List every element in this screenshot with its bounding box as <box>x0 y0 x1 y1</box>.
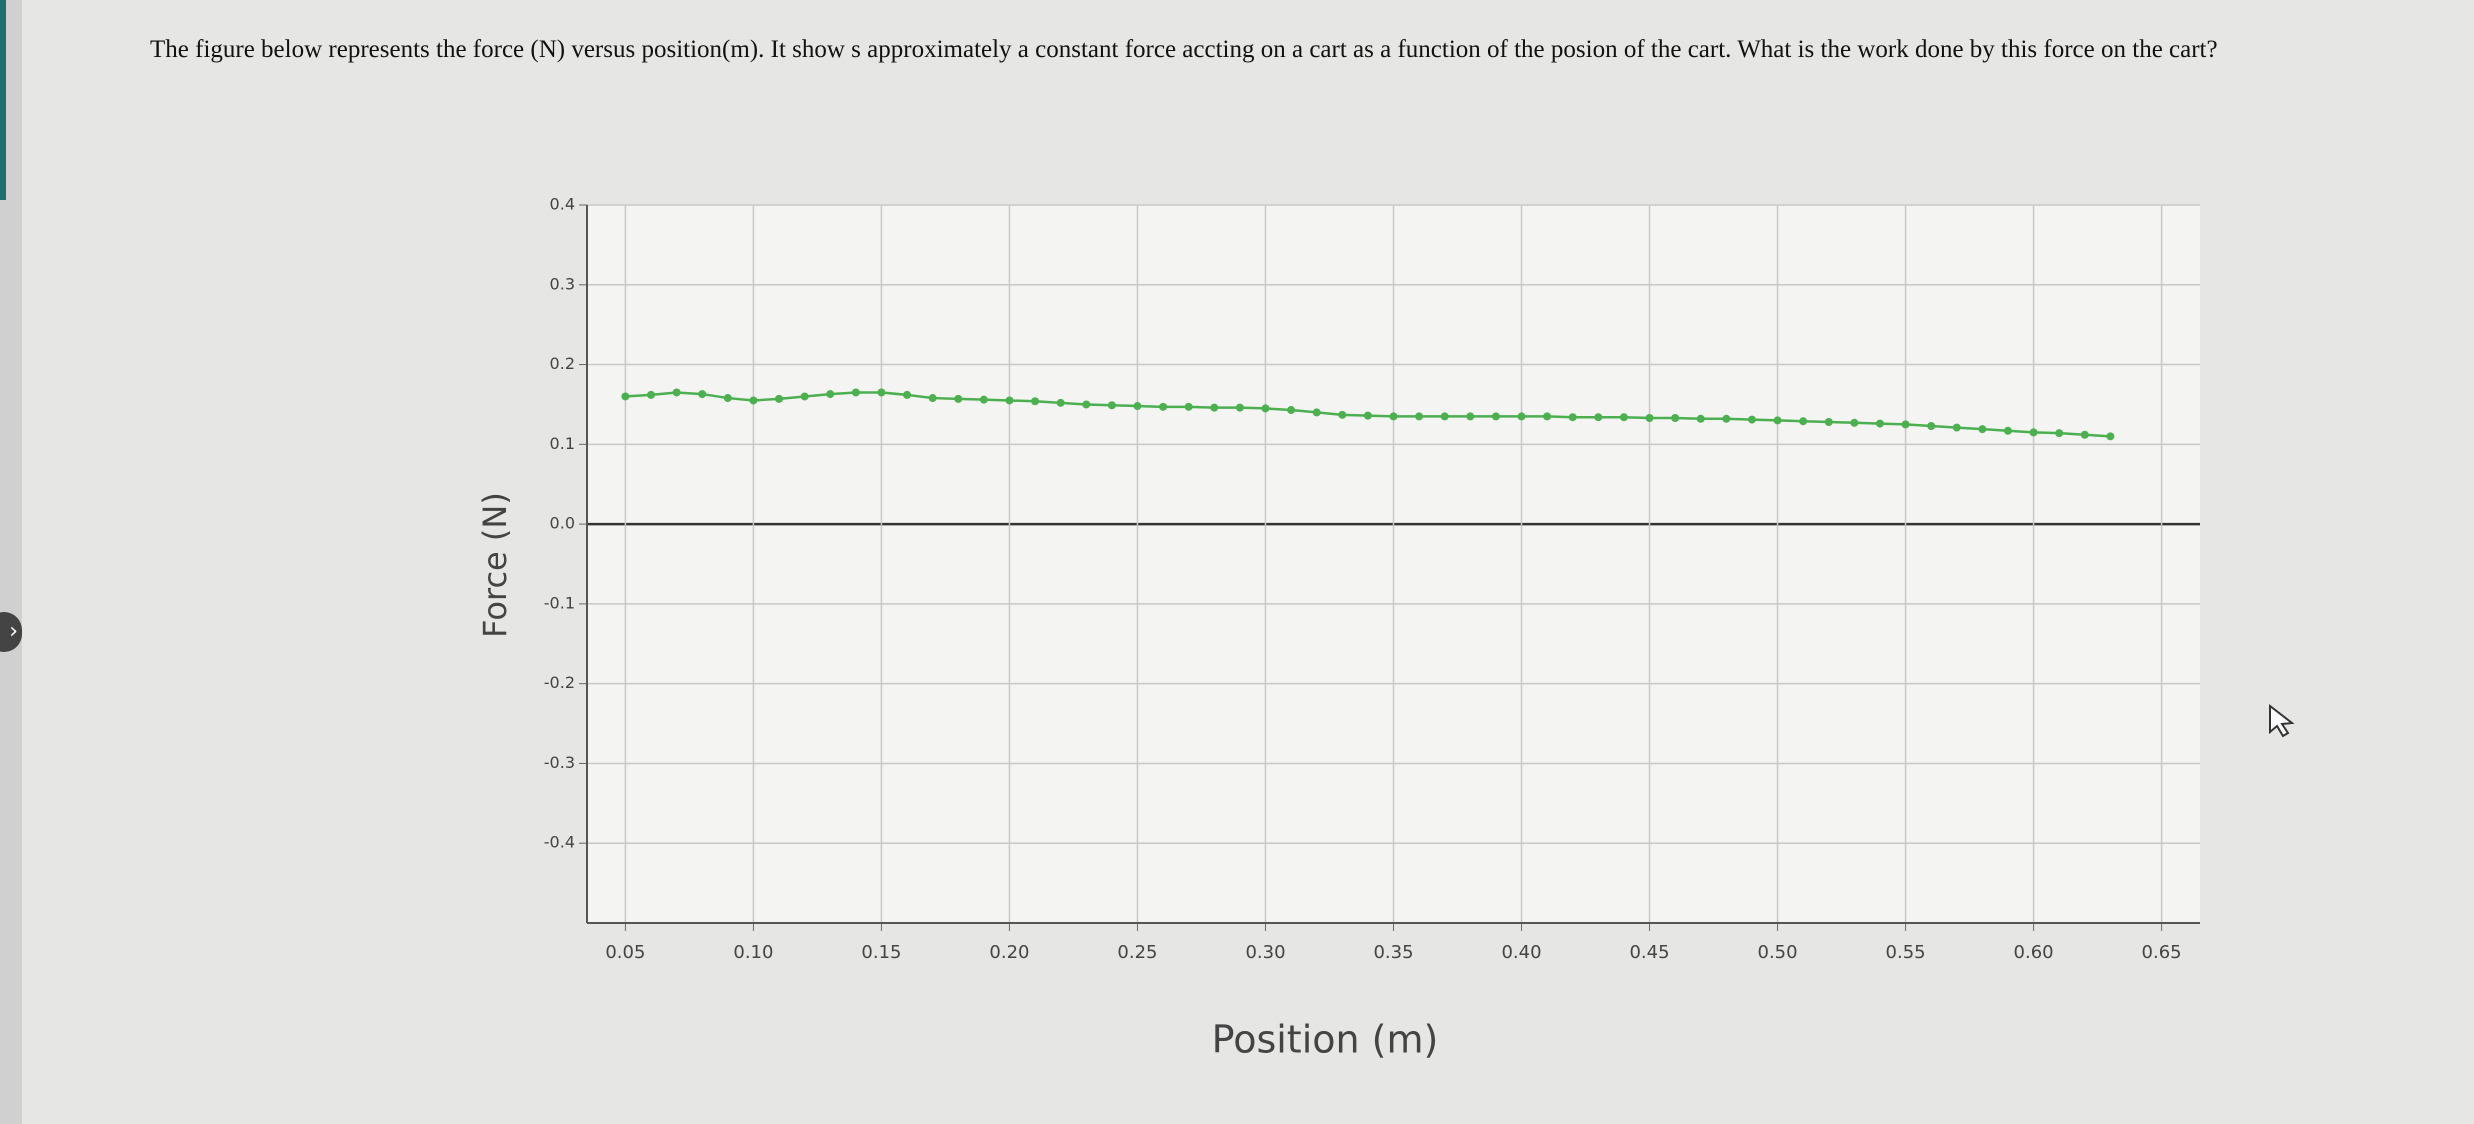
y-tick-label: 0.2 <box>550 354 575 373</box>
question-text: The figure below represents the force (N… <box>150 36 2218 63</box>
data-point <box>1415 412 1424 421</box>
data-point <box>1747 415 1756 424</box>
data-point <box>1440 412 1449 421</box>
data-point <box>1645 414 1654 423</box>
x-tick-label: 0.20 <box>989 942 1029 963</box>
data-point <box>1773 416 1782 425</box>
data-point <box>1799 417 1808 426</box>
data-point <box>2055 429 2064 438</box>
y-tick-label: 0.0 <box>550 514 575 533</box>
data-point <box>1875 419 1884 428</box>
data-point <box>1543 412 1552 421</box>
data-point <box>1466 412 1475 421</box>
data-point <box>1722 414 1731 423</box>
data-point <box>826 390 835 399</box>
data-point <box>2080 430 2089 439</box>
data-point <box>1159 402 1168 411</box>
data-point <box>1107 401 1116 410</box>
x-tick-label: 0.10 <box>733 942 773 963</box>
data-point <box>2106 432 2115 441</box>
x-tick-label: 0.60 <box>2014 942 2054 963</box>
data-point <box>2029 428 2038 437</box>
data-point <box>1619 413 1628 422</box>
y-tick-label: -0.1 <box>544 593 575 612</box>
data-point <box>1363 411 1372 420</box>
data-point <box>723 394 732 403</box>
left-strip <box>0 0 22 1124</box>
data-point <box>647 390 656 399</box>
data-point <box>1031 397 1040 406</box>
data-point <box>1184 402 1193 411</box>
x-tick-label: 0.45 <box>1629 942 1669 963</box>
x-tick-label: 0.05 <box>605 942 645 963</box>
data-point <box>698 390 707 399</box>
data-point <box>1287 406 1296 415</box>
data-point <box>1389 412 1398 421</box>
data-point <box>1338 410 1347 419</box>
data-point <box>1133 402 1142 411</box>
data-point <box>1056 398 1065 407</box>
data-point <box>1850 418 1859 427</box>
left-accent <box>0 0 6 200</box>
data-point <box>672 388 681 397</box>
x-tick-label: 0.65 <box>2142 942 2182 963</box>
data-point <box>2003 426 2012 435</box>
x-tick-label: 0.40 <box>1501 942 1541 963</box>
data-point <box>1594 413 1603 422</box>
y-tick-label: 0.4 <box>550 195 575 214</box>
data-point <box>749 396 758 405</box>
y-tick-label: 0.3 <box>550 274 575 293</box>
data-point <box>1671 414 1680 423</box>
data-point <box>1568 413 1577 422</box>
data-point <box>1005 396 1014 405</box>
data-point <box>1696 414 1705 423</box>
x-tick-label: 0.15 <box>861 942 901 963</box>
data-point <box>928 394 937 403</box>
data-point <box>1517 412 1526 421</box>
y-axis-label: Force (N) <box>476 492 514 638</box>
data-point <box>800 392 809 401</box>
expand-button[interactable]: › <box>0 612 22 652</box>
data-point <box>1312 408 1321 417</box>
y-tick-label: -0.2 <box>544 673 575 692</box>
data-point <box>1824 417 1833 426</box>
data-point <box>903 390 912 399</box>
data-point <box>1927 421 1936 430</box>
x-tick-label: 0.35 <box>1373 942 1413 963</box>
data-point <box>954 394 963 403</box>
data-point <box>979 395 988 404</box>
x-tick-label: 0.30 <box>1245 942 1285 963</box>
data-point <box>1901 420 1910 429</box>
cursor <box>2269 703 2295 738</box>
data-point <box>877 388 886 397</box>
data-point <box>1261 404 1270 413</box>
x-tick-label: 0.25 <box>1117 942 1157 963</box>
data-point <box>1978 425 1987 434</box>
y-tick-label: -0.4 <box>544 833 575 852</box>
data-point <box>1952 423 1961 432</box>
x-tick-label: 0.50 <box>1758 942 1798 963</box>
x-tick-label: 0.55 <box>1886 942 1926 963</box>
data-point <box>1210 403 1219 412</box>
y-tick-label: -0.3 <box>544 753 575 772</box>
data-point <box>775 394 784 403</box>
data-point <box>851 388 860 397</box>
data-point <box>1491 412 1500 421</box>
data-point <box>1082 400 1091 409</box>
data-point <box>621 392 630 401</box>
y-tick-label: 0.1 <box>550 434 575 453</box>
x-axis-label: Position (m) <box>1212 1018 1439 1062</box>
data-point <box>1235 403 1244 412</box>
